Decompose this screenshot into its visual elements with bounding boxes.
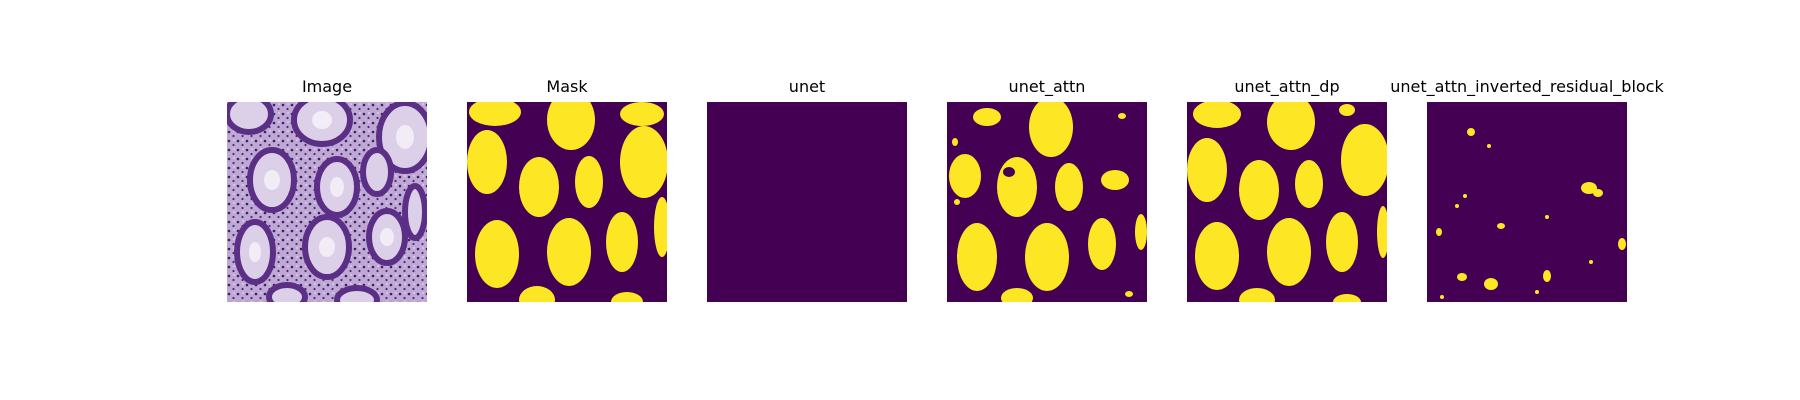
unet-prediction — [707, 102, 907, 302]
mask-image — [467, 102, 667, 302]
unet-attn-dp-prediction — [1187, 102, 1387, 302]
panel-title-image: Image — [301, 77, 353, 96]
mask-svg — [467, 102, 667, 302]
unet-attn-irb-prediction — [1427, 102, 1627, 302]
unet-svg — [707, 102, 907, 302]
panel-title-unet: unet — [788, 77, 826, 96]
histology-svg — [227, 102, 427, 302]
panel-title-unet-attn: unet_attn — [1008, 77, 1086, 96]
panel-title-mask: Mask — [546, 77, 588, 96]
unet-attn-prediction — [947, 102, 1147, 302]
unet-attn-irb-svg — [1427, 102, 1627, 302]
unet-attn-svg — [947, 102, 1147, 302]
panel-title-unet-attn-dp: unet_attn_dp — [1234, 77, 1340, 96]
panel-title-unet-attn-irb: unet_attn_inverted_residual_block — [1390, 77, 1664, 96]
histology-image — [227, 102, 427, 302]
unet-attn-dp-svg — [1187, 102, 1387, 302]
